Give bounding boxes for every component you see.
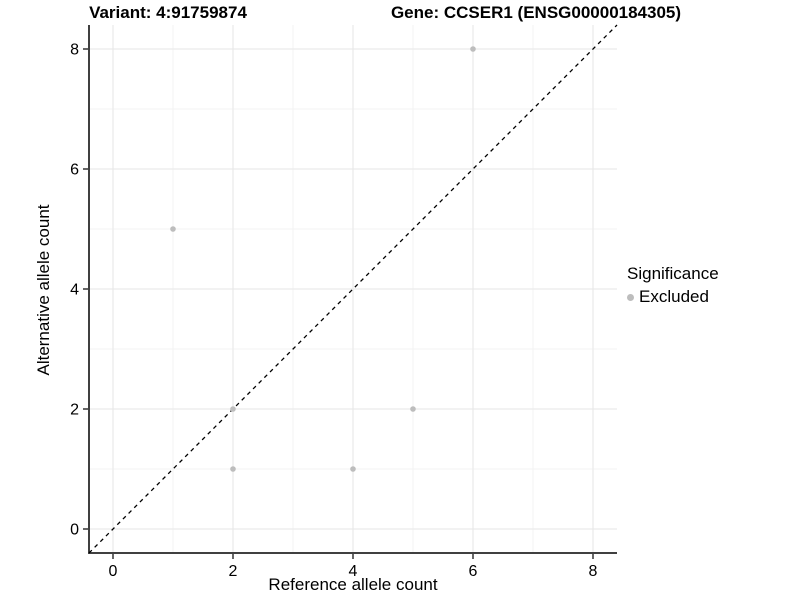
- x-tick-label: 2: [229, 563, 238, 580]
- y-tick-label: 8: [70, 42, 79, 59]
- x-tick-label: 6: [469, 563, 478, 580]
- legend-item-excluded: Excluded: [627, 287, 719, 307]
- x-tick-label: 4: [349, 563, 358, 580]
- variant-title: Variant: 4:91759874: [89, 3, 247, 22]
- x-axis-title: Reference allele count: [268, 575, 438, 594]
- data-point: [350, 466, 356, 472]
- x-tick-label: 8: [589, 563, 598, 580]
- data-point: [230, 466, 236, 472]
- data-point: [410, 406, 416, 412]
- data-point: [470, 46, 476, 52]
- legend-item-label: Excluded: [639, 287, 709, 306]
- y-tick-label: 0: [70, 522, 79, 539]
- y-tick-label: 6: [70, 162, 79, 179]
- y-tick-label: 2: [70, 402, 79, 419]
- y-tick-label: 4: [70, 282, 79, 299]
- y-axis-title: Alternative allele count: [34, 204, 53, 376]
- data-point: [170, 226, 176, 232]
- legend: Significance Excluded: [627, 264, 719, 307]
- excluded-point-icon: [627, 293, 634, 301]
- gene-title: Gene: CCSER1 (ENSG00000184305): [390, 3, 682, 22]
- legend-title: Significance: [627, 264, 719, 283]
- data-point: [230, 406, 236, 412]
- x-tick-label: 0: [109, 563, 118, 580]
